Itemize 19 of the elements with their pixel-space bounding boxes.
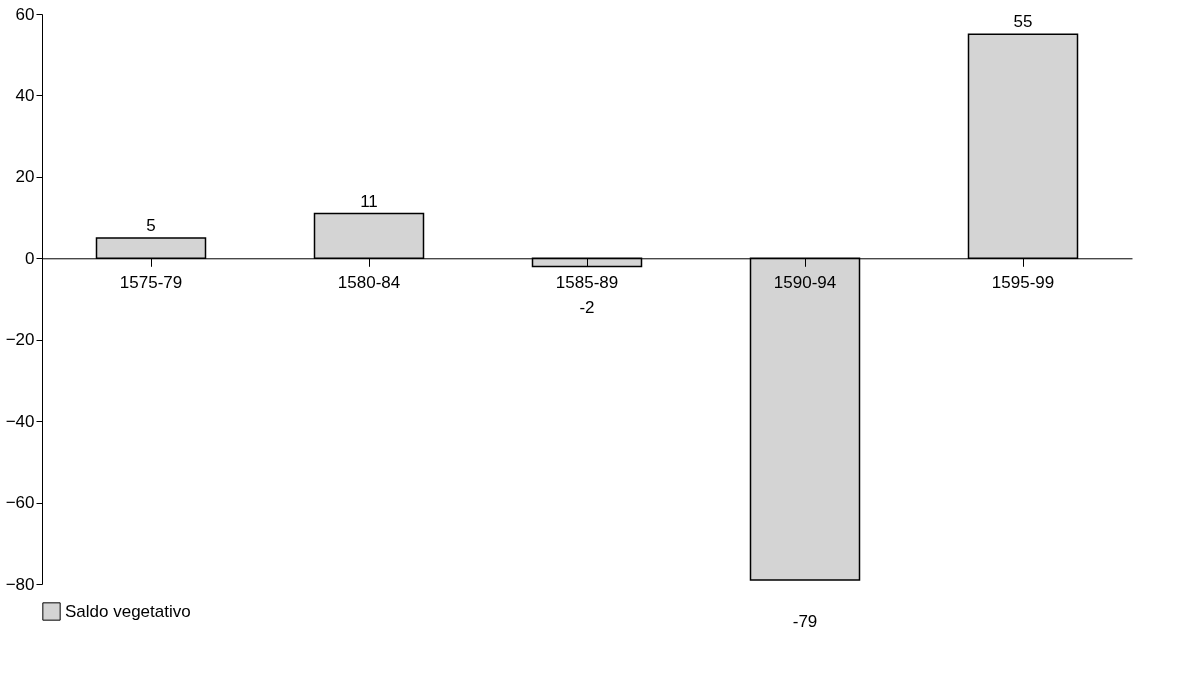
data-label: 11: [360, 191, 378, 211]
y-tick-label: 60: [15, 4, 35, 24]
data-label: -79: [792, 611, 818, 631]
x-tick-label: 1580-84: [337, 272, 401, 292]
y-tick-label: −80: [5, 574, 35, 594]
x-tick-label: 1585-89: [555, 272, 619, 292]
data-label: 5: [146, 215, 156, 235]
x-tick-label: 1590-94: [773, 272, 837, 292]
y-tick-label: −20: [5, 330, 35, 350]
y-tick-label: 40: [15, 85, 35, 105]
y-tick-label: −40: [5, 411, 35, 431]
y-tick-label: −60: [5, 493, 35, 513]
legend-label: Saldo vegetativo: [65, 601, 191, 621]
data-label: 55: [1013, 12, 1033, 32]
x-tick-label: 1575-79: [119, 272, 183, 292]
y-tick-label: 0: [25, 248, 35, 268]
y-tick-label: 20: [15, 167, 35, 187]
data-label: -2: [579, 298, 595, 318]
x-tick-label: 1595-99: [991, 272, 1055, 292]
